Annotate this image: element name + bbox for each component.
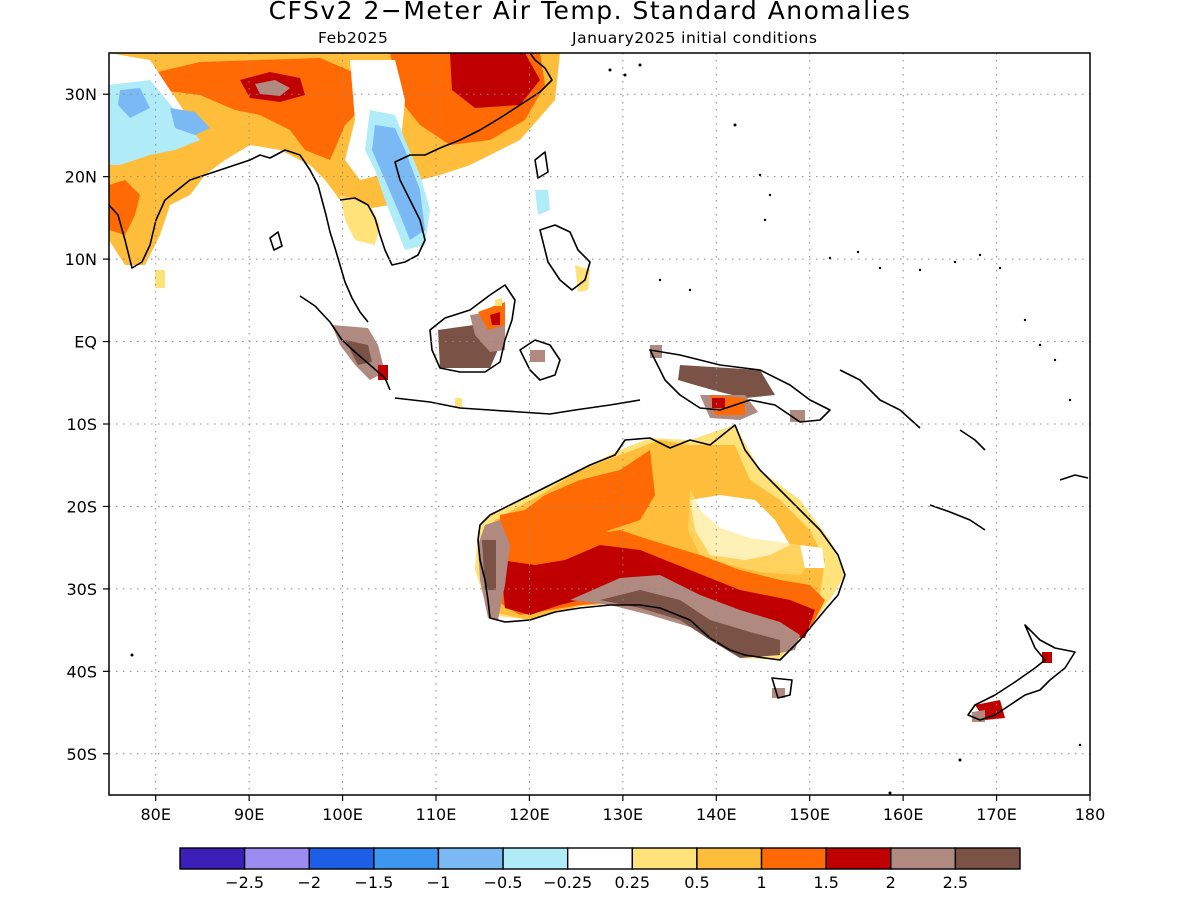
colorbar-label: −0.5	[484, 873, 523, 892]
forecast-month: Feb2025	[318, 29, 389, 47]
lon-tick-label: 110E	[416, 805, 457, 824]
lat-tick-label: 50S	[66, 745, 97, 764]
initial-conditions: January2025 initial conditions	[572, 29, 818, 47]
colorbar-swatch	[502, 847, 569, 870]
colorbar-swatch	[890, 847, 957, 870]
colorbar-label: −2.5	[225, 873, 264, 892]
colorbar-swatch	[308, 847, 375, 870]
lat-tick-label: 40S	[66, 662, 97, 681]
colorbar-swatch	[437, 847, 504, 870]
colorbar-label: 2	[886, 873, 896, 892]
lat-tick-label: 30S	[66, 580, 97, 599]
colorbar-label: 1	[756, 873, 766, 892]
colorbar-label: 1.5	[813, 873, 838, 892]
lon-tick-label: 100E	[322, 805, 363, 824]
colorbar: −2.5 −2 −1.5 −1 −0.5 −0.25 0.25 0.5 1 1.5 2 2.5	[179, 847, 1021, 892]
colorbar-swatch	[696, 847, 763, 870]
lon-tick-label: 130E	[603, 805, 644, 824]
lon-tick-label: 80E	[140, 805, 170, 824]
lat-tick-label: 10N	[65, 250, 97, 269]
colorbar-swatch	[954, 847, 1021, 870]
colorbar-label: −1	[427, 873, 451, 892]
map-area	[109, 53, 1090, 795]
lon-tick-label: 120E	[509, 805, 550, 824]
colorbar-swatch	[631, 847, 698, 870]
lat-tick-label: 30N	[65, 85, 97, 104]
colorbar-swatch	[243, 847, 310, 870]
colorbar-label: 2.5	[943, 873, 968, 892]
lat-tick-label: 20S	[66, 497, 97, 516]
colorbar-swatch	[825, 847, 892, 870]
lat-tick-label: 20N	[65, 168, 97, 187]
latitude-axis: 30N 20N 10N EQ 10S 20S 30S 40S 50S	[65, 85, 109, 764]
asia-anomaly-field	[109, 53, 590, 292]
colorbar-swatch	[566, 847, 634, 870]
colorbar-swatch	[373, 847, 440, 870]
lon-tick-label: 170E	[976, 805, 1017, 824]
lat-tick-label: EQ	[74, 333, 97, 352]
colorbar-swatch	[760, 847, 827, 870]
australia-anomaly-field	[475, 425, 845, 698]
lon-tick-label: 140E	[696, 805, 737, 824]
lon-tick-label: 180	[1075, 805, 1106, 824]
colorbar-label: 0.5	[684, 873, 709, 892]
colorbar-label: 0.25	[614, 873, 650, 892]
colorbar-label: −2	[297, 873, 321, 892]
lon-tick-label: 90E	[234, 805, 264, 824]
pacific-islands	[130, 63, 1082, 795]
coastlines	[109, 53, 1089, 721]
lon-tick-label: 150E	[789, 805, 830, 824]
map-title: CFSv2 2−Meter Air Temp. Standard Anomali…	[268, 0, 912, 25]
colorbar-swatch	[179, 847, 246, 870]
gridlines	[109, 53, 1090, 795]
lat-tick-label: 10S	[66, 415, 97, 434]
lon-tick-label: 160E	[883, 805, 924, 824]
colorbar-label: −1.5	[354, 873, 393, 892]
maritime-anomaly-field	[332, 298, 805, 422]
colorbar-label: −0.25	[543, 873, 592, 892]
longitude-axis: 80E 90E 100E 110E 120E 130E 140E 150E 160E 170E 18…	[140, 795, 1105, 824]
